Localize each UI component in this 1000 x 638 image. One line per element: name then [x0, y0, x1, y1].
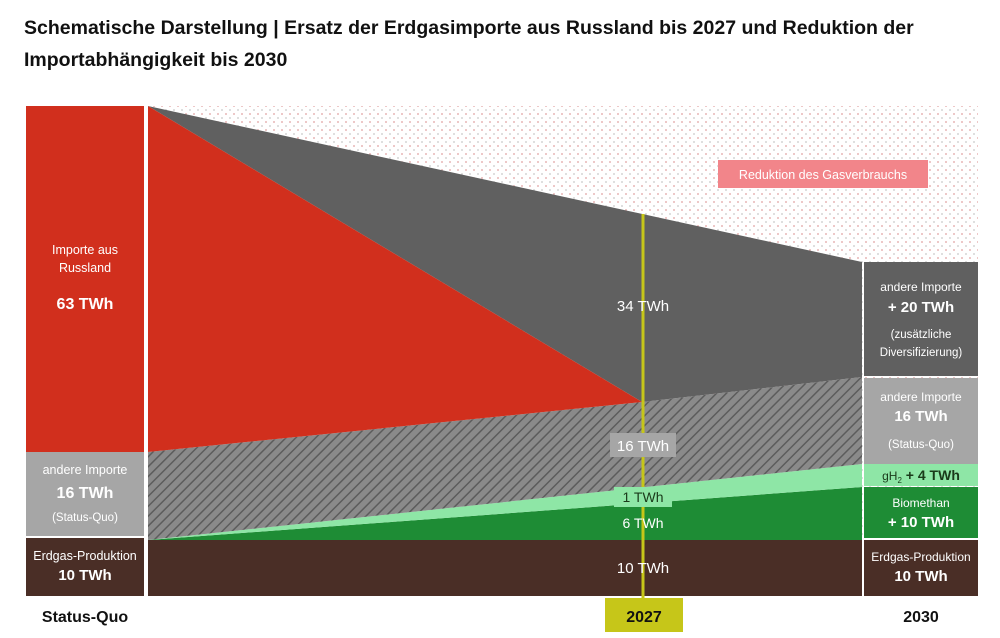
y2030-h2-value: + 4 TWh [902, 467, 960, 483]
y2030-other-new-block [864, 262, 978, 376]
sq-production-value: 10 TWh [58, 567, 111, 584]
sq-other-label: andere Importe [43, 463, 128, 477]
diagram-title: Schematische Darstellung | Ersatz der Er… [24, 17, 914, 71]
y2030-other-new-note1: (zusätzliche [891, 329, 952, 341]
sq-russia-label-2: Russland [59, 261, 111, 275]
xaxis-status-quo: Status-Quo [42, 609, 128, 626]
sq-other-note: (Status-Quo) [52, 512, 118, 524]
flow-production [148, 540, 862, 596]
y2030-bio-value: + 10 TWh [888, 514, 954, 531]
y2030-h2-label: gH2 + 4 TWh [882, 467, 960, 485]
mid-production-value: 10 TWh [617, 560, 669, 577]
sq-other-value: 16 TWh [57, 485, 114, 502]
y2030-other-new-value: + 20 TWh [888, 299, 954, 316]
reduction-legend-label: Reduktion des Gasverbrauchs [739, 168, 907, 182]
sq-russia-block [26, 106, 144, 452]
sq-production-label: Erdgas-Produktion [33, 549, 137, 563]
y2030-other-new-note2: Diversifizierung) [880, 347, 963, 359]
y2030-production-label: Erdgas-Produktion [871, 550, 970, 564]
flow-other-new [148, 106, 862, 402]
y2030-other-sq-value: 16 TWh [894, 408, 947, 425]
mid-h2-value: 1 TWh [623, 489, 664, 505]
xaxis-2027: 2027 [626, 609, 662, 626]
reduction-legend-box [718, 160, 928, 188]
y2030-other-sq-note: (Status-Quo) [888, 439, 954, 451]
mid-other-new-value: 34 TWh [617, 298, 669, 315]
sq-russia-value: 63 TWh [57, 296, 114, 313]
y2030-h2-prefix: gH [882, 469, 897, 483]
y2030-h2-sub: 2 [897, 476, 902, 485]
sq-russia-label-1: Importe aus [52, 243, 118, 257]
y2030-other-sq-label: andere Importe [880, 390, 962, 404]
sq-production-block [26, 538, 144, 596]
sq-other-block [26, 452, 144, 536]
y2030-production-block [864, 540, 978, 596]
xaxis-2030: 2030 [903, 609, 939, 626]
mid-h2-box [614, 487, 672, 507]
y2030-h2-block [864, 464, 978, 486]
xaxis-2027-badge [605, 598, 683, 632]
mid-other-sq-value: 16 TWh [617, 438, 669, 455]
flow-other-sq [148, 377, 862, 540]
mid-biomethane-value: 6 TWh [623, 515, 664, 531]
y2030-other-sq-block [864, 378, 978, 464]
y2030-production-value: 10 TWh [894, 568, 947, 585]
flow-russia [148, 106, 642, 452]
mid-other-sq-box [610, 433, 676, 457]
y2030-bio-label: Biomethan [892, 496, 949, 510]
y2030-bio-block [864, 487, 978, 538]
y2030-other-new-label: andere Importe [880, 280, 962, 294]
